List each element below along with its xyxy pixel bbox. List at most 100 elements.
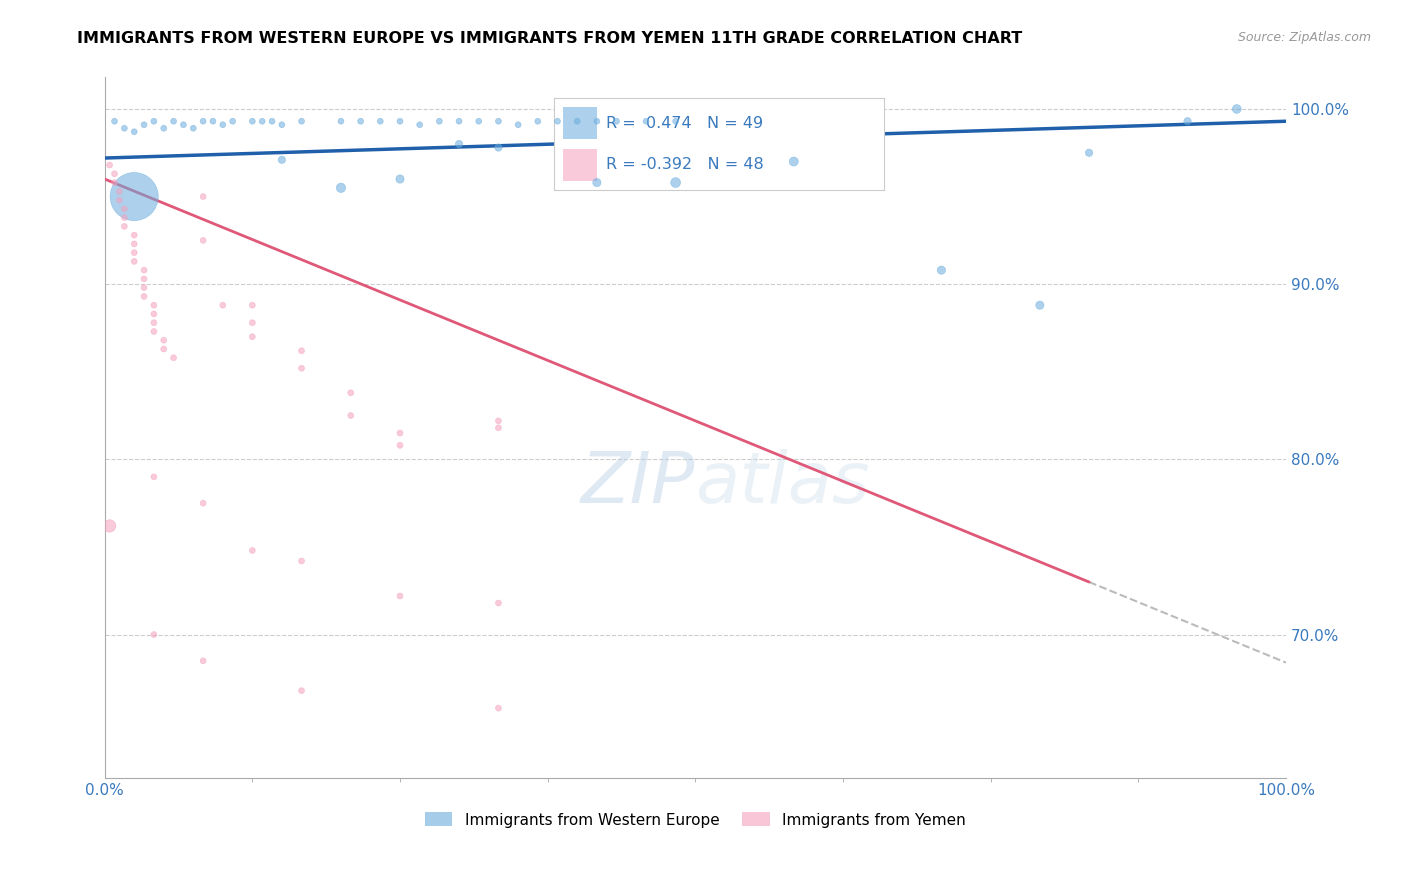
Point bbox=[427, 114, 450, 128]
Point bbox=[191, 654, 214, 668]
Point bbox=[388, 426, 411, 441]
Point bbox=[606, 114, 628, 128]
Point bbox=[191, 233, 214, 247]
Point bbox=[931, 263, 953, 277]
Point bbox=[142, 298, 165, 312]
Point bbox=[132, 118, 155, 132]
Point bbox=[191, 189, 214, 203]
Point bbox=[211, 298, 233, 312]
Point bbox=[122, 125, 145, 139]
Point bbox=[122, 228, 145, 243]
Point bbox=[468, 114, 491, 128]
Point bbox=[250, 114, 273, 128]
Point bbox=[388, 172, 411, 186]
Point bbox=[665, 176, 688, 190]
Point bbox=[142, 307, 165, 321]
Point bbox=[636, 114, 658, 128]
Point bbox=[122, 189, 145, 203]
Point bbox=[240, 316, 263, 330]
Point bbox=[388, 589, 411, 603]
Point bbox=[586, 176, 609, 190]
Point bbox=[142, 316, 165, 330]
Point bbox=[240, 543, 263, 558]
Point bbox=[290, 114, 312, 128]
Point bbox=[527, 114, 550, 128]
Point bbox=[260, 114, 283, 128]
Point bbox=[508, 118, 530, 132]
Point bbox=[240, 298, 263, 312]
Point bbox=[142, 114, 165, 128]
Point bbox=[221, 114, 243, 128]
Point bbox=[449, 136, 471, 151]
Point bbox=[349, 114, 371, 128]
Point bbox=[240, 114, 263, 128]
Point bbox=[368, 114, 391, 128]
Point bbox=[112, 219, 135, 234]
Point bbox=[1078, 145, 1101, 160]
Point bbox=[488, 701, 510, 715]
Point bbox=[449, 114, 471, 128]
Point bbox=[1226, 102, 1249, 116]
Point bbox=[112, 202, 135, 216]
Point bbox=[270, 153, 292, 167]
Point bbox=[122, 254, 145, 268]
Point bbox=[132, 289, 155, 303]
Point bbox=[132, 281, 155, 295]
Point bbox=[112, 211, 135, 225]
Point bbox=[142, 627, 165, 641]
Point bbox=[290, 554, 312, 568]
Point bbox=[339, 385, 361, 400]
Point bbox=[98, 519, 121, 533]
Point bbox=[181, 121, 204, 136]
Text: Source: ZipAtlas.com: Source: ZipAtlas.com bbox=[1237, 31, 1371, 45]
Point bbox=[103, 167, 125, 181]
Point bbox=[290, 683, 312, 698]
Point bbox=[388, 438, 411, 452]
Point bbox=[191, 496, 214, 510]
Point bbox=[122, 245, 145, 260]
Point bbox=[191, 114, 214, 128]
Point bbox=[488, 414, 510, 428]
Point bbox=[152, 333, 174, 347]
Point bbox=[172, 118, 194, 132]
Legend: Immigrants from Western Europe, Immigrants from Yemen: Immigrants from Western Europe, Immigran… bbox=[419, 806, 972, 834]
Text: atlas: atlas bbox=[696, 450, 870, 518]
Point bbox=[98, 158, 121, 172]
Point bbox=[547, 114, 569, 128]
Point bbox=[108, 193, 131, 207]
Point bbox=[329, 181, 352, 195]
Point bbox=[1177, 114, 1199, 128]
Point bbox=[783, 154, 806, 169]
Point bbox=[329, 114, 352, 128]
Point bbox=[586, 114, 609, 128]
Point bbox=[488, 421, 510, 435]
Point bbox=[488, 140, 510, 154]
Text: ZIP: ZIP bbox=[581, 450, 696, 518]
Point bbox=[211, 118, 233, 132]
Point bbox=[270, 118, 292, 132]
Point bbox=[1029, 298, 1052, 312]
Point bbox=[567, 114, 589, 128]
Point bbox=[132, 263, 155, 277]
Point bbox=[488, 114, 510, 128]
Point bbox=[201, 114, 224, 128]
Point bbox=[122, 236, 145, 251]
Point bbox=[132, 272, 155, 286]
Point bbox=[152, 342, 174, 356]
Point bbox=[665, 114, 688, 128]
Point bbox=[142, 470, 165, 484]
Point bbox=[103, 176, 125, 190]
Point bbox=[142, 325, 165, 339]
Point bbox=[103, 114, 125, 128]
Point bbox=[108, 184, 131, 198]
Point bbox=[488, 596, 510, 610]
Point bbox=[290, 343, 312, 358]
Text: IMMIGRANTS FROM WESTERN EUROPE VS IMMIGRANTS FROM YEMEN 11TH GRADE CORRELATION C: IMMIGRANTS FROM WESTERN EUROPE VS IMMIGR… bbox=[77, 31, 1022, 46]
Point bbox=[162, 114, 184, 128]
Point bbox=[290, 361, 312, 376]
Point bbox=[388, 114, 411, 128]
Point bbox=[152, 121, 174, 136]
Point bbox=[162, 351, 184, 365]
Point bbox=[408, 118, 430, 132]
Point bbox=[240, 329, 263, 343]
